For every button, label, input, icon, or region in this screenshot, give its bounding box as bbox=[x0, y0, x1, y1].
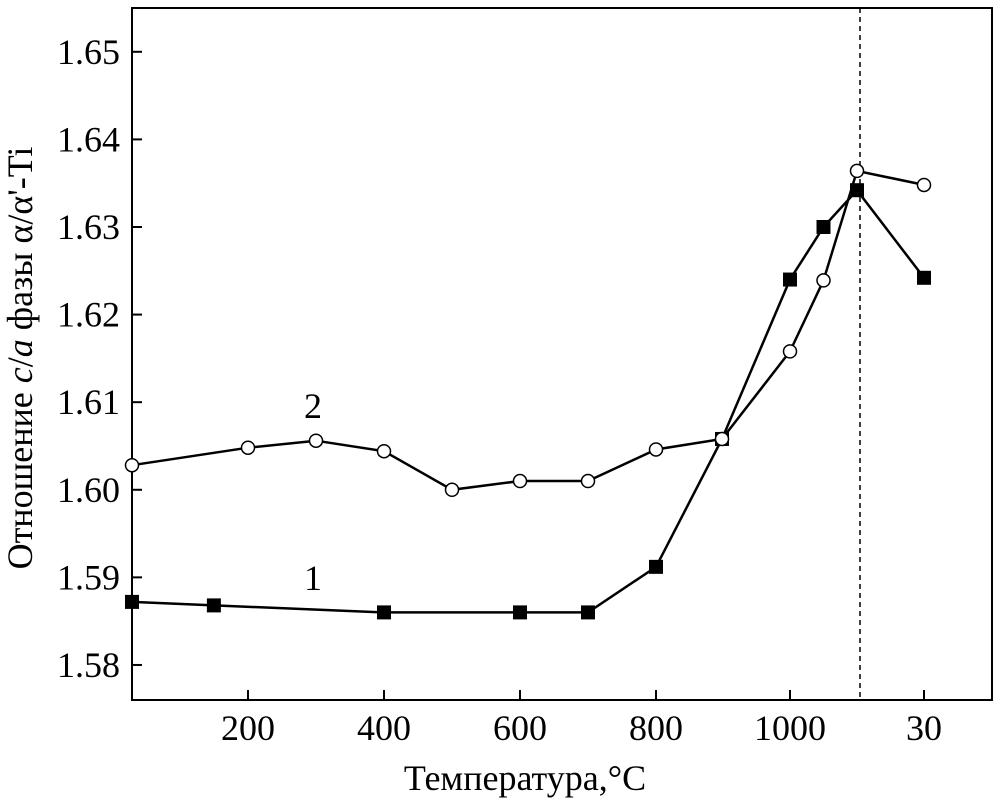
series-2-point bbox=[580, 473, 596, 489]
plot-frame bbox=[131, 7, 993, 701]
y-axis-title-rest: фазы α/α'-Ti bbox=[0, 147, 40, 340]
series-2-point bbox=[916, 177, 932, 193]
x-tick-label: 1000 bbox=[754, 708, 826, 748]
series-1-point bbox=[581, 605, 595, 620]
y-tick-label: 1.65 bbox=[57, 32, 120, 72]
series-2-point bbox=[648, 442, 664, 457]
series-lines bbox=[131, 169, 925, 614]
series-2-label: 2 bbox=[304, 386, 322, 426]
series-1-label: 1 bbox=[304, 558, 322, 598]
series-2-point bbox=[782, 344, 798, 359]
y-tick-label: 1.61 bbox=[57, 382, 120, 422]
y-axis-title-c: c bbox=[0, 367, 40, 383]
series-labels: 12 bbox=[304, 386, 322, 598]
y-axis-title-slash: / bbox=[0, 357, 40, 367]
series-2-point bbox=[240, 440, 256, 455]
x-tick-label: 800 bbox=[629, 708, 683, 748]
series-2-point bbox=[124, 457, 140, 473]
series-1-point bbox=[850, 183, 864, 198]
series-1-point bbox=[125, 594, 139, 609]
series-markers bbox=[124, 163, 932, 620]
y-tick-label: 1.64 bbox=[57, 119, 120, 159]
y-tick-label: 1.59 bbox=[57, 557, 120, 597]
y-axis-title: Отношение c/a фазы α/α'-Ti bbox=[0, 147, 40, 570]
y-axis-title-part: Отношение bbox=[0, 383, 40, 569]
plot-area-border bbox=[131, 7, 993, 701]
series-1-point bbox=[783, 272, 797, 287]
x-axis-ticks: 200 400 600 800 1000 30 bbox=[221, 690, 942, 748]
series-2-point bbox=[376, 443, 392, 459]
series-1-point bbox=[816, 219, 831, 234]
series-2-point bbox=[308, 433, 324, 448]
x-tick-label: 200 bbox=[221, 708, 275, 748]
x-tick-label: 400 bbox=[357, 708, 411, 748]
y-tick-label: 1.63 bbox=[57, 207, 120, 247]
series-2-point bbox=[512, 473, 528, 489]
y-tick-label: 1.60 bbox=[57, 470, 120, 510]
y-axis-ticks: 1.58 1.59 1.60 1.61 1.62 1.63 1.64 1.65 bbox=[57, 32, 142, 685]
y-tick-label: 1.58 bbox=[57, 645, 120, 685]
series-1-line bbox=[131, 188, 925, 614]
series-1-point bbox=[917, 270, 931, 285]
x-axis-title: Температура,°C bbox=[404, 758, 646, 798]
series-2-point bbox=[444, 482, 460, 498]
series-2-point bbox=[816, 273, 831, 288]
series-1-point bbox=[513, 605, 527, 620]
series-1-point bbox=[377, 605, 391, 620]
series-2-point bbox=[849, 163, 865, 179]
y-axis-title-a: a bbox=[0, 339, 40, 357]
series-1-point bbox=[206, 598, 221, 613]
y-tick-label: 1.62 bbox=[57, 295, 120, 335]
x-tick-label: 600 bbox=[493, 708, 547, 748]
series-1-point bbox=[649, 559, 663, 574]
series-2-point bbox=[714, 431, 730, 447]
x-tick-label: 30 bbox=[906, 708, 942, 748]
